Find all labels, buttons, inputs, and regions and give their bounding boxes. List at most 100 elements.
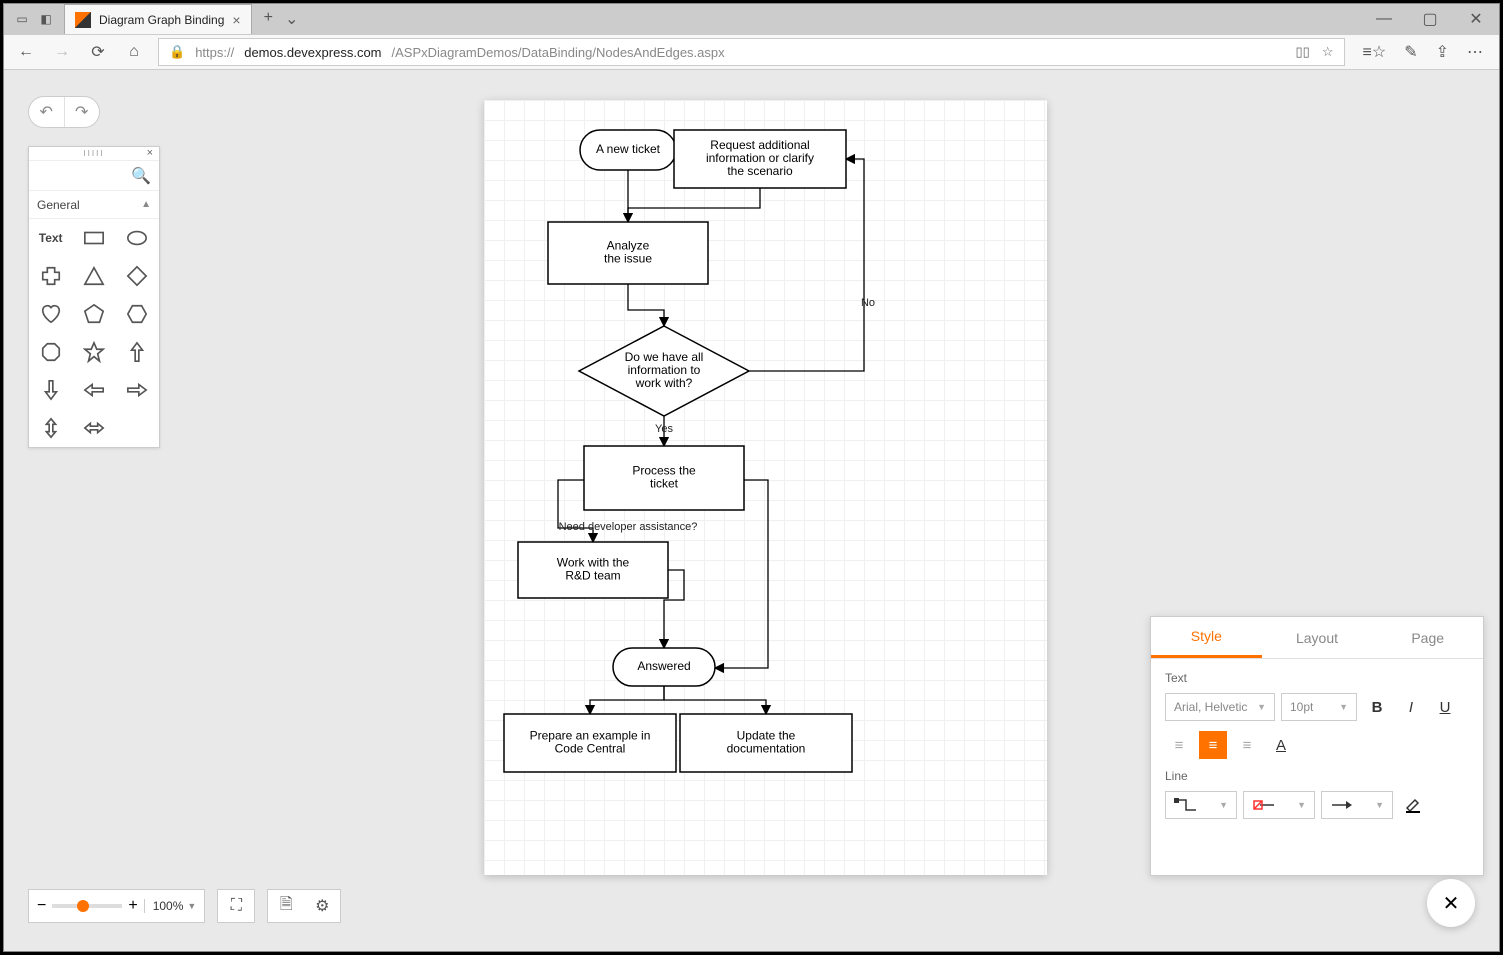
panel-close-icon[interactable]: × — [147, 147, 155, 159]
line-section-label: Line — [1165, 769, 1469, 783]
svg-text:the issue: the issue — [604, 252, 652, 266]
svg-text:Analyze: Analyze — [607, 239, 650, 253]
svg-text:Request additional: Request additional — [710, 138, 809, 152]
favicon-icon — [75, 12, 91, 28]
shape-octagon[interactable] — [29, 333, 72, 371]
window-minimize-button[interactable]: — — [1361, 4, 1407, 34]
forward-button[interactable]: → — [50, 40, 74, 64]
shapes-grid: Text — [29, 219, 159, 447]
props-tab-layout[interactable]: Layout — [1262, 617, 1373, 658]
url-proto: https:// — [195, 45, 234, 60]
tab-aside-icon[interactable]: ◧ — [36, 9, 56, 29]
reading-view-icon[interactable]: ▯▯ — [1296, 44, 1310, 60]
svg-text:the scenario: the scenario — [727, 164, 793, 178]
redo-button[interactable]: ↷ — [65, 97, 100, 127]
tabs-dropdown-icon[interactable]: ⌄ — [285, 9, 298, 29]
history-toolbar: ↶ ↷ — [28, 96, 100, 128]
svg-text:information or clarify: information or clarify — [706, 151, 814, 165]
window-close-button[interactable]: ✕ — [1453, 4, 1499, 34]
share-icon[interactable]: ⇪ — [1436, 42, 1449, 62]
window-maximize-button[interactable]: ▢ — [1407, 4, 1453, 34]
shape-cross[interactable] — [29, 257, 72, 295]
line-color-button[interactable] — [1399, 791, 1427, 819]
shape-diamond[interactable] — [116, 257, 159, 295]
shape-arrow-up[interactable] — [116, 333, 159, 371]
settings-button[interactable]: ⚙ — [304, 890, 340, 922]
zoom-in-button[interactable]: + — [128, 897, 137, 915]
zoom-value-dropdown[interactable]: 100%▼ — [144, 899, 197, 913]
search-icon: 🔍 — [131, 166, 151, 186]
shape-triangle[interactable] — [72, 257, 115, 295]
home-button[interactable]: ⌂ — [122, 40, 146, 64]
favorites-icon[interactable]: ≡☆ — [1363, 42, 1387, 62]
notes-icon[interactable]: ✎ — [1404, 42, 1417, 62]
shape-hexagon[interactable] — [116, 295, 159, 333]
font-size-select[interactable]: 10pt▼ — [1281, 693, 1357, 721]
shape-heart[interactable] — [29, 295, 72, 333]
tab-preview-icon[interactable]: ▭ — [12, 9, 32, 29]
underline-button[interactable]: U — [1431, 693, 1459, 721]
font-family-select[interactable]: Arial, Helvetic▼ — [1165, 693, 1275, 721]
shape-rectangle[interactable] — [72, 219, 115, 257]
align-center-button[interactable]: ≡ — [1199, 731, 1227, 759]
url-input[interactable]: 🔒 https:// demos.devexpress.com/ASPxDiagr… — [158, 38, 1345, 66]
line-end-select[interactable]: ▼ — [1321, 791, 1393, 819]
zoom-slider[interactable] — [52, 904, 122, 908]
bottom-toolbar: − + 100%▼ ⛶ 🗎 ⚙ — [28, 889, 341, 923]
props-tab-page[interactable]: Page — [1372, 617, 1483, 658]
shape-ellipse[interactable] — [116, 219, 159, 257]
favorite-icon[interactable]: ☆ — [1322, 44, 1334, 60]
url-path: /ASPxDiagramDemos/DataBinding/NodesAndEd… — [392, 45, 725, 60]
new-tab-icon[interactable]: + — [264, 9, 273, 29]
tab-title: Diagram Graph Binding — [99, 13, 224, 27]
close-panel-button[interactable]: ✕ — [1427, 879, 1475, 927]
diagram-canvas[interactable]: NoYesNeed developer assistance?A new tic… — [484, 100, 1047, 875]
line-start-select[interactable]: ▼ — [1243, 791, 1315, 819]
bold-button[interactable]: B — [1363, 693, 1391, 721]
svg-text:No: No — [861, 297, 875, 309]
shape-pentagon[interactable] — [72, 295, 115, 333]
font-color-button[interactable]: A — [1267, 731, 1295, 759]
lock-icon: 🔒 — [169, 44, 185, 60]
chevron-down-icon: ▼ — [1375, 800, 1384, 810]
tab-close-icon[interactable]: × — [232, 12, 240, 28]
shapes-section-header[interactable]: General▲ — [29, 191, 159, 219]
chevron-down-icon: ▼ — [1257, 702, 1266, 712]
connector-type-select[interactable]: ▼ — [1165, 791, 1237, 819]
font-size-value: 10pt — [1290, 700, 1313, 714]
back-button[interactable]: ← — [14, 40, 38, 64]
svg-text:R&D team: R&D team — [565, 569, 620, 583]
browser-titlebar: ▭ ◧ Diagram Graph Binding × + ⌄ — ▢ ✕ — [4, 4, 1499, 34]
text-section-label: Text — [1165, 671, 1469, 685]
align-left-button[interactable]: ≡ — [1165, 731, 1193, 759]
shape-text[interactable]: Text — [29, 219, 72, 257]
properties-panel: StyleLayoutPage Text Arial, Helvetic▼ 10… — [1150, 616, 1484, 876]
props-tab-style[interactable]: Style — [1151, 617, 1262, 658]
browser-addressbar: ← → ⟳ ⌂ 🔒 https:// demos.devexpress.com/A… — [4, 34, 1499, 70]
italic-button[interactable]: I — [1397, 693, 1425, 721]
zoom-thumb[interactable] — [77, 900, 89, 912]
undo-button[interactable]: ↶ — [29, 97, 65, 127]
shape-arrow-updown[interactable] — [29, 409, 72, 447]
shape-arrow-left[interactable] — [72, 371, 115, 409]
svg-text:information to: information to — [628, 363, 701, 377]
fullscreen-button[interactable]: ⛶ — [218, 890, 254, 922]
shapes-search[interactable]: 🔍 — [29, 161, 159, 191]
align-right-button[interactable]: ≡ — [1233, 731, 1261, 759]
shape-arrow-leftright[interactable] — [72, 409, 115, 447]
browser-tab[interactable]: Diagram Graph Binding × — [64, 4, 252, 34]
svg-text:Do we have all: Do we have all — [625, 350, 704, 364]
refresh-button[interactable]: ⟳ — [86, 40, 110, 64]
more-icon[interactable]: ⋯ — [1467, 42, 1483, 62]
svg-text:Need developer assistance?: Need developer assistance? — [559, 521, 698, 533]
panel-drag-handle[interactable]: IIIII× — [29, 147, 159, 161]
export-button[interactable]: 🗎 — [268, 890, 304, 922]
shape-arrow-down[interactable] — [29, 371, 72, 409]
shape-star[interactable] — [72, 333, 115, 371]
shape-arrow-right[interactable] — [116, 371, 159, 409]
url-host: demos.devexpress.com — [244, 45, 381, 60]
zoom-out-button[interactable]: − — [37, 897, 46, 915]
shape-text-label: Text — [39, 231, 63, 245]
chevron-down-icon: ▼ — [1219, 800, 1228, 810]
svg-text:Answered: Answered — [637, 659, 690, 673]
